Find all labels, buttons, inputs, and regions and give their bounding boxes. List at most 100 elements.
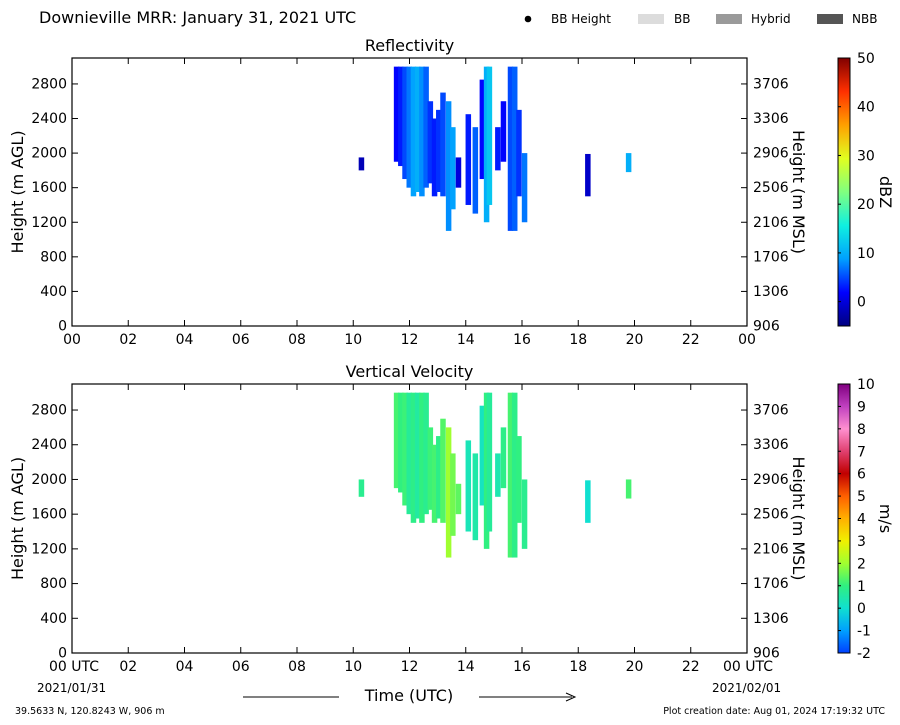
echo-streak <box>486 392 493 532</box>
x-tick-label: 22 <box>682 659 700 675</box>
y-right-tick-label: 1306 <box>753 611 789 627</box>
plot-creation-date: Plot creation date: Aug 01, 2024 17:19:3… <box>663 706 885 717</box>
x-tick-label: 10 <box>344 659 362 675</box>
echo-streak <box>521 479 528 549</box>
y-right-tick-label: 2906 <box>753 472 789 488</box>
colorbar-tick-label: 9 <box>857 399 866 415</box>
colorbar-tick-label: 40 <box>857 100 875 116</box>
x-tick-label: 04 <box>176 332 194 348</box>
y-right-tick-label: 2106 <box>753 541 789 557</box>
echo-streak <box>500 427 507 489</box>
echo-streak <box>431 444 438 523</box>
legend-bb-height-label: BB Height <box>551 12 611 26</box>
legend-bb-label: BB <box>674 12 690 26</box>
echo-streak <box>358 157 365 171</box>
colorbar-tick-label: 30 <box>857 148 875 164</box>
echo-streak <box>410 66 417 197</box>
x-tick-label: 14 <box>457 659 475 675</box>
y-right-tick-label: 3306 <box>753 437 789 453</box>
echo-streak <box>431 118 438 197</box>
echo-streak <box>472 453 479 541</box>
y-axis-label-right: Height (m MSL) <box>789 456 808 580</box>
x-tick-label: 18 <box>569 659 587 675</box>
echo-streak <box>511 66 518 231</box>
x-tick-label: 14 <box>457 332 475 348</box>
colorbar-tick-label: 2 <box>857 556 866 572</box>
echo-streak <box>406 392 412 515</box>
y-tick-label: 0 <box>58 319 67 335</box>
echo-streak <box>436 109 442 192</box>
y-right-tick-label: 3706 <box>753 76 789 92</box>
echo-streak <box>440 418 446 523</box>
y-right-tick-label: 3306 <box>753 111 789 127</box>
y-right-tick-label: 2106 <box>753 215 789 231</box>
echo-streak <box>585 480 591 523</box>
x-tick-label: 18 <box>569 332 587 348</box>
echo-streak <box>479 405 486 506</box>
y-axis-label: Height (m AGL) <box>8 130 27 253</box>
colorbar-tick-label: 5 <box>857 489 866 505</box>
echo-streak <box>507 392 514 558</box>
colorbar-tick-label: -1 <box>857 624 871 640</box>
y-tick-label: 800 <box>40 576 67 592</box>
y-tick-label: 1600 <box>31 507 67 523</box>
echo-streak <box>455 157 462 188</box>
colorbar-tick-label: 4 <box>857 512 866 528</box>
echo-streak <box>419 66 425 197</box>
x-tick-label: 00 <box>63 332 81 348</box>
y-right-tick-label: 1306 <box>753 284 789 300</box>
echo-streak <box>521 153 528 223</box>
y-tick-label: 2800 <box>31 403 67 419</box>
y-tick-label: 2400 <box>31 111 67 127</box>
panel-title: Vertical Velocity <box>346 362 474 381</box>
x-tick-label: 12 <box>401 332 419 348</box>
x-tick-label: 10 <box>344 332 362 348</box>
x-tick-label: 04 <box>176 659 194 675</box>
colorbar-label: m/s <box>876 504 895 533</box>
echo-streak <box>450 127 456 210</box>
echo-streak <box>419 392 425 523</box>
y-tick-label: 2400 <box>31 437 67 453</box>
echo-streak <box>465 114 472 205</box>
echo-streak <box>427 427 434 510</box>
x-tick-label: 06 <box>232 659 250 675</box>
echo-streak <box>423 392 429 515</box>
x-tick-label: 00 <box>738 332 756 348</box>
colorbar-tick-label: 10 <box>857 377 875 393</box>
echo-streak <box>398 66 404 167</box>
colorbar-tick-label: 50 <box>857 51 875 67</box>
y-tick-label: 1600 <box>31 180 67 196</box>
colorbar-tick-label: 20 <box>857 197 875 213</box>
echo-streak <box>445 427 452 558</box>
figure-legend: BB Height BB Hybrid NBB <box>524 12 877 26</box>
x-tick-label: 08 <box>288 332 306 348</box>
colorbar-tick-label: 3 <box>857 534 866 550</box>
echo-streak <box>436 436 442 519</box>
end-date-label: 2021/02/01 <box>712 681 781 695</box>
echo-streak <box>495 453 501 497</box>
legend-nbb-label: NBB <box>852 12 877 26</box>
echo-streak <box>511 392 518 558</box>
echo-streak <box>414 66 421 192</box>
colorbar <box>837 57 851 327</box>
x-tick-label: 20 <box>626 659 644 675</box>
x-tick-label: 06 <box>232 332 250 348</box>
y-right-tick-label: 2906 <box>753 146 789 162</box>
echo-streak <box>516 109 522 197</box>
colorbar-tick-label: 1 <box>857 579 866 595</box>
y-axis-label: Height (m AGL) <box>8 457 27 580</box>
echo-streak <box>507 66 514 231</box>
echo-streak <box>585 153 591 197</box>
legend-nbb-swatch <box>817 14 843 24</box>
x-tick-label: 12 <box>401 659 419 675</box>
echo-streak <box>472 127 479 214</box>
y-axis-label-right: Height (m MSL) <box>789 130 808 254</box>
echo-streak <box>625 153 632 173</box>
echo-streak <box>483 392 490 549</box>
y-right-tick-label: 1706 <box>753 249 789 265</box>
figure-title: Downieville MRR: January 31, 2021 UTC <box>39 8 356 27</box>
legend-bb-height-marker <box>524 15 532 23</box>
x-tick-label: 16 <box>513 659 531 675</box>
x-tick-label: 00 UTC <box>49 659 99 675</box>
